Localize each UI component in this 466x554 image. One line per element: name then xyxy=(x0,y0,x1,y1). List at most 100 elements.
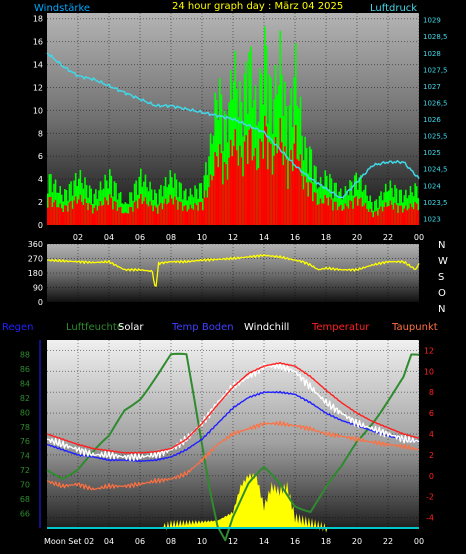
pressure-tick-label: 1026,5 xyxy=(423,99,448,107)
wind-avg-bar xyxy=(239,145,241,225)
wind-avg-bar xyxy=(118,207,120,225)
wind-avg-bar xyxy=(394,202,396,225)
temperature-tick-label: 2 xyxy=(429,451,434,460)
wind-avg-bar xyxy=(65,205,68,225)
pressure-tick-label: 1029 xyxy=(423,17,441,25)
wind-avg-bar xyxy=(408,208,410,225)
pressure-tick-label: 1023,5 xyxy=(423,199,448,207)
wind-avg-bar xyxy=(195,205,198,225)
pressure-tick-label: 1027 xyxy=(423,83,441,91)
wind-x-tick-08: 08 xyxy=(166,233,176,242)
wind-avg-bar xyxy=(153,205,156,225)
wind-avg-bar xyxy=(296,159,299,225)
wind-avg-bar xyxy=(262,158,265,225)
wind-avg-bar xyxy=(339,204,342,225)
direction-tick-label: 0 xyxy=(38,298,43,307)
wind-avg-bar xyxy=(169,194,172,225)
wind-avg-bar xyxy=(209,174,212,225)
humidity-tick-label: 86 xyxy=(20,365,30,374)
wind-avg-bar xyxy=(415,203,418,225)
wind-avg-bar xyxy=(352,208,354,225)
wind-avg-bar xyxy=(273,155,275,225)
wind-avg-bar xyxy=(378,208,381,225)
wind-avg-bar xyxy=(93,207,96,225)
wind-avg-bar xyxy=(105,200,108,225)
wind-direction-line xyxy=(47,253,420,287)
wind-avg-bar xyxy=(129,206,131,225)
wind-avg-bar xyxy=(98,205,100,225)
wind-avg-bar xyxy=(338,206,340,225)
wind-avg-bar xyxy=(322,203,325,225)
wind-avg-bar xyxy=(226,179,229,225)
wind-avg-bar xyxy=(51,206,54,225)
wind-avg-bar xyxy=(316,205,319,225)
wind-avg-bar xyxy=(110,197,113,225)
moon-set-label: Moon Set 02 xyxy=(44,537,94,546)
wind-avg-bar xyxy=(389,200,392,225)
wind-avg-bar xyxy=(357,205,359,225)
wind-tick-label: 0 xyxy=(38,221,43,230)
wind-avg-bar xyxy=(264,115,266,225)
wind-tick-label: 14 xyxy=(33,61,43,70)
wind-avg-bar xyxy=(133,202,136,225)
wind-avg-bar xyxy=(102,204,105,225)
temp-x-tick-06: 06 xyxy=(135,537,145,546)
direction-tick-label: 360 xyxy=(28,240,43,249)
wind-avg-bar xyxy=(349,200,351,225)
wind-avg-bar xyxy=(174,196,176,225)
temp-x-tick-22: 22 xyxy=(383,537,393,546)
wind-avg-bar xyxy=(231,156,234,225)
wind-tick-label: 8 xyxy=(38,129,43,138)
wind-avg-bar xyxy=(237,165,240,225)
wind-avg-bar xyxy=(136,208,139,225)
wind-avg-bar xyxy=(62,212,65,225)
wind-avg-bar xyxy=(59,203,61,225)
wind-avg-bar xyxy=(171,198,173,225)
wind-avg-bar xyxy=(115,201,117,225)
wind-avg-bar xyxy=(57,207,60,225)
wind-avg-bar xyxy=(143,201,145,225)
wind-avg-bar xyxy=(68,202,71,225)
wind-avg-bar xyxy=(56,207,58,225)
wind-avg-bar xyxy=(53,202,55,225)
pressure-tick-label: 1025 xyxy=(423,149,441,157)
wind-avg-bar xyxy=(388,205,390,225)
wind-avg-bar xyxy=(188,209,190,225)
wind-avg-bar xyxy=(281,142,283,225)
wind-avg-bar xyxy=(276,153,278,225)
wind-avg-bar xyxy=(336,210,339,225)
wind-avg-bar xyxy=(126,213,128,225)
wind-tick-label: 4 xyxy=(38,175,43,184)
wind-avg-bar xyxy=(74,196,77,225)
wind-x-tick-02: 02 xyxy=(73,233,83,242)
wind-avg-bar xyxy=(78,199,80,225)
wind-avg-bar xyxy=(256,170,258,225)
wind-avg-bar xyxy=(189,204,192,225)
wind-avg-bar xyxy=(88,203,91,225)
wind-avg-bar xyxy=(223,161,226,225)
wind-x-tick-18: 18 xyxy=(321,233,331,242)
wind-avg-bar xyxy=(288,159,291,225)
wind-avg-bar xyxy=(167,202,170,225)
wind-avg-bar xyxy=(341,210,344,225)
wind-avg-bar xyxy=(76,203,79,225)
wind-avg-bar xyxy=(225,164,227,225)
wind-avg-bar xyxy=(384,202,387,225)
wind-avg-bar xyxy=(290,149,292,225)
wind-avg-bar xyxy=(327,205,330,225)
wind-avg-bar xyxy=(197,210,199,225)
wind-avg-bar xyxy=(116,211,119,225)
wind-avg-bar xyxy=(220,153,223,225)
wind-avg-bar xyxy=(366,208,368,225)
temperature-tick-label: 12 xyxy=(424,346,434,355)
wind-avg-bar xyxy=(219,144,221,225)
solar-area xyxy=(47,472,419,533)
wind-avg-bar xyxy=(47,207,49,225)
wind-avg-bar xyxy=(302,189,305,225)
wind-avg-bar xyxy=(380,206,382,225)
direction-tick-label: 270 xyxy=(28,255,43,264)
wind-avg-bar xyxy=(251,160,254,225)
temperature-tick-label: 4 xyxy=(429,430,434,439)
wind-avg-bar xyxy=(48,197,51,225)
